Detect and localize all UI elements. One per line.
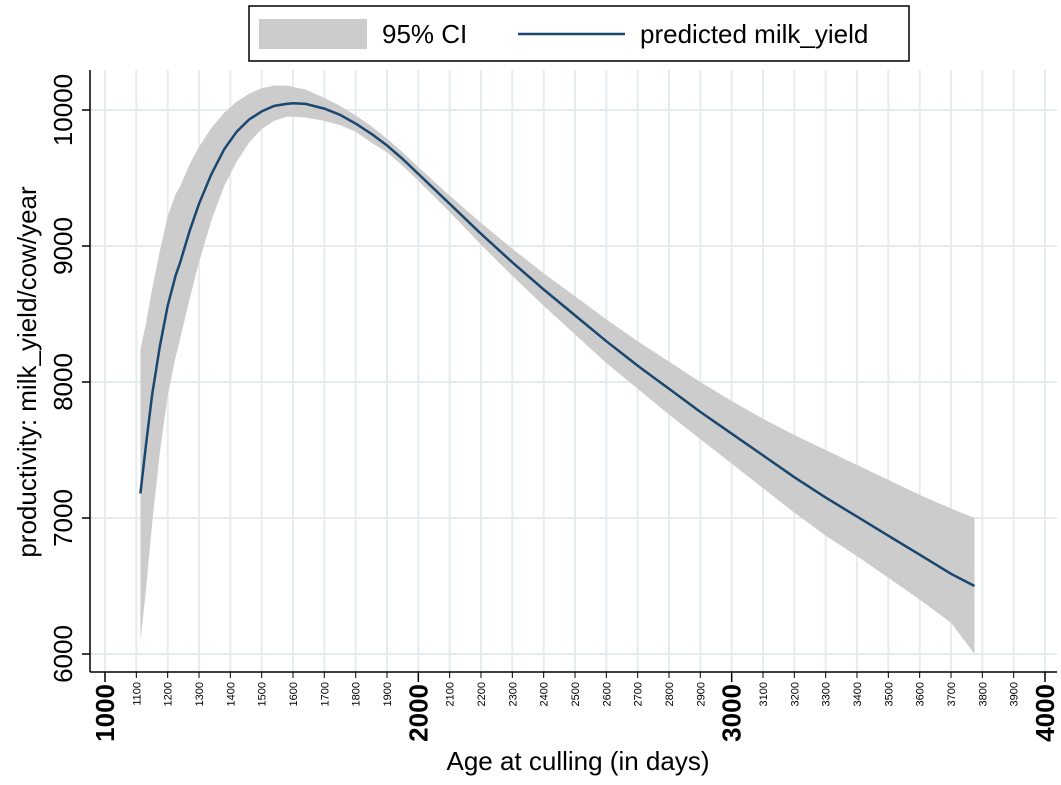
x-minor-tick-label: 1900 <box>382 682 394 706</box>
legend-band-swatch <box>259 19 367 49</box>
x-minor-tick-label: 2100 <box>445 682 457 706</box>
legend-series-label: predicted milk_yield <box>640 19 868 49</box>
legend: 95% CI predicted milk_yield <box>248 5 910 62</box>
x-major-tick-label: 1000 <box>90 684 120 742</box>
confidence-band <box>140 85 975 654</box>
x-minor-tick-label: 1400 <box>225 682 237 706</box>
x-minor-tick-label: 2200 <box>476 682 488 706</box>
grid-lines <box>90 70 1057 672</box>
series-lines <box>139 101 976 588</box>
x-minor-tick-label: 2800 <box>664 682 676 706</box>
x-major-tick-label: 4000 <box>1030 684 1060 742</box>
y-axis-title: productivity: milk_yield/cow/year <box>12 186 42 558</box>
x-minor-tick-label: 3500 <box>883 682 895 706</box>
y-tick-label: 6000 <box>48 625 78 683</box>
x-minor-tick-label: 1300 <box>194 682 206 706</box>
ci-band-area <box>140 85 975 654</box>
x-minor-tick-label: 2300 <box>507 682 519 706</box>
x-minor-tick-label: 2700 <box>633 682 645 706</box>
x-minor-tick-label: 3900 <box>1009 682 1021 706</box>
x-minor-tick-label: 3200 <box>789 682 801 706</box>
x-minor-tick-label: 3800 <box>977 682 989 706</box>
predicted-milk-yield-line <box>139 101 976 588</box>
x-major-tick-label: 3000 <box>717 684 747 742</box>
x-minor-tick-label: 1700 <box>319 682 331 706</box>
x-minor-tick-label: 2500 <box>570 682 582 706</box>
x-minor-tick-label: 1200 <box>163 682 175 706</box>
x-minor-tick-label: 1800 <box>351 682 363 706</box>
axes: 6000 7000 8000 9000 10000 1100 1200 1300 1400 150… <box>48 70 1060 742</box>
legend-band-label: 95% CI <box>382 19 467 49</box>
x-minor-tick-label: 3300 <box>821 682 833 706</box>
x-minor-tick-label: 2900 <box>695 682 707 706</box>
x-major-tick-label: 2000 <box>403 684 433 742</box>
y-tick-label: 8000 <box>48 353 78 411</box>
x-minor-tick-label: 3700 <box>946 682 958 706</box>
x-minor-tick-label: 1100 <box>131 682 143 706</box>
y-tick-label: 9000 <box>48 217 78 275</box>
x-minor-tick-label: 3400 <box>852 682 864 706</box>
x-minor-tick-label: 1500 <box>257 682 269 706</box>
y-tick-label: 7000 <box>48 489 78 547</box>
x-minor-tick-label: 3600 <box>915 682 927 706</box>
x-axis-title: Age at culling (in days) <box>446 746 709 776</box>
x-minor-tick-label: 2600 <box>601 682 613 706</box>
x-minor-tick-label: 2400 <box>539 682 551 706</box>
x-minor-tick-label: 1600 <box>288 682 300 706</box>
x-minor-tick-label: 3100 <box>758 682 770 706</box>
y-tick-label: 10000 <box>48 74 78 146</box>
